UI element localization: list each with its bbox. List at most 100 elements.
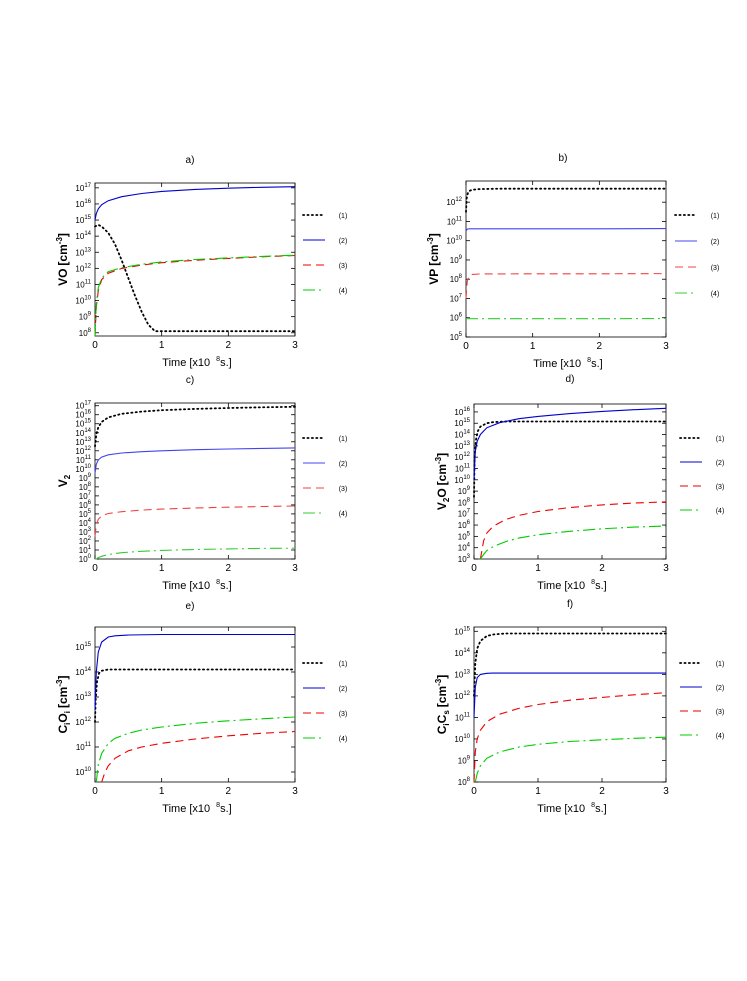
y-tick-label: 107 bbox=[458, 509, 471, 519]
series-line-1 bbox=[473, 632, 667, 697]
x-tick-label: 2 bbox=[226, 786, 232, 797]
panel-label: e) bbox=[186, 601, 195, 612]
series-line-1 bbox=[94, 405, 296, 448]
x-tick-label: 2 bbox=[226, 340, 232, 351]
x-tick-label: 1 bbox=[535, 563, 541, 574]
series-line-2 bbox=[94, 186, 296, 221]
y-tick-label: 109 bbox=[450, 255, 463, 265]
y-tick-label: 1014 bbox=[75, 428, 91, 438]
y-tick-label: 108 bbox=[79, 482, 92, 492]
legend-label: (2) bbox=[716, 460, 725, 467]
x-tick-label: 0 bbox=[92, 340, 98, 351]
series-line-2 bbox=[465, 228, 667, 232]
chart-panel-c: c) 0 1 2 3 1001011021031041051061071081091010… bbox=[56, 375, 347, 592]
y-axis-label: VO[cm-3] bbox=[55, 233, 70, 286]
legend-label: (2) bbox=[339, 686, 348, 693]
y-tick-label: 105 bbox=[458, 531, 471, 541]
series-line-4 bbox=[95, 547, 296, 560]
legend-label: (3) bbox=[339, 263, 348, 270]
legend-label: (4) bbox=[339, 736, 348, 743]
y-tick-label: 1011 bbox=[76, 742, 92, 752]
chart-panel-b: b) 0 1 2 3 105 106 107 108 109 1010 1011 1012 Time [x… bbox=[426, 153, 719, 370]
series-line-3 bbox=[101, 730, 296, 783]
y-tick-label: 109 bbox=[458, 486, 471, 496]
y-tick-label: 1012 bbox=[75, 263, 91, 273]
y-axis-label: VP[cm-3] bbox=[426, 233, 441, 284]
legend-label: (4) bbox=[716, 508, 725, 515]
series-line-1 bbox=[94, 668, 296, 723]
y-tick-label: 1010 bbox=[446, 236, 462, 246]
y-tick-label: 1014 bbox=[454, 430, 470, 440]
y-tick-label: 109 bbox=[79, 312, 92, 322]
y-tick-label: 1013 bbox=[75, 692, 91, 702]
panel-label: a) bbox=[186, 155, 195, 166]
y-tick-label: 1015 bbox=[454, 418, 470, 428]
x-tick-label: 2 bbox=[597, 341, 603, 352]
series-line-1 bbox=[94, 223, 296, 333]
x-tick-label: 0 bbox=[463, 341, 469, 352]
x-tick-label: 3 bbox=[663, 786, 669, 797]
series-line-2 bbox=[94, 447, 296, 474]
y-tick-label: 1013 bbox=[454, 669, 470, 679]
y-tick-label: 106 bbox=[79, 500, 92, 510]
chart-panel-d: d)0 1 2 31031041051061071081091010101110121… bbox=[434, 374, 724, 592]
x-tick-label: 1 bbox=[530, 341, 536, 352]
x-tick-label: 1 bbox=[535, 786, 541, 797]
legend-label: (4) bbox=[716, 733, 725, 740]
y-tick-label: 1012 bbox=[75, 717, 91, 727]
y-tick-label: 1015 bbox=[454, 626, 470, 636]
x-axis-label: Time [x10 8s.] bbox=[162, 356, 231, 369]
y-tick-label: 1016 bbox=[454, 407, 470, 417]
x-tick-label: 1 bbox=[159, 340, 165, 351]
series-line-4 bbox=[474, 736, 667, 783]
y-tick-label: 1011 bbox=[76, 455, 92, 465]
x-tick-label: 1 bbox=[159, 786, 165, 797]
x-tick-label: 3 bbox=[663, 563, 669, 574]
y-tick-label: 1011 bbox=[76, 279, 92, 289]
x-tick-label: 0 bbox=[92, 563, 98, 574]
x-tick-label: 3 bbox=[663, 341, 669, 352]
y-tick-label: 1016 bbox=[75, 410, 91, 420]
y-tick-label: 107 bbox=[450, 293, 463, 303]
legend-label: (2) bbox=[339, 461, 348, 468]
x-tick-label: 3 bbox=[292, 786, 298, 797]
series-line-3 bbox=[465, 273, 667, 299]
x-tick-label: 2 bbox=[599, 563, 605, 574]
legend-label: (1) bbox=[711, 213, 720, 220]
y-tick-label: 103 bbox=[458, 554, 471, 564]
series-line-2 bbox=[473, 407, 667, 480]
plot-frame bbox=[94, 626, 296, 783]
y-tick-label: 105 bbox=[450, 332, 463, 342]
y-axis-label: CiOi[cm-3] bbox=[55, 676, 72, 734]
x-tick-label: 0 bbox=[471, 786, 477, 797]
y-tick-label: 1010 bbox=[75, 296, 91, 306]
y-tick-label: 1010 bbox=[454, 475, 470, 485]
series-line-2 bbox=[94, 633, 295, 710]
y-tick-label: 109 bbox=[458, 755, 471, 765]
y-tick-label: 100 bbox=[79, 554, 92, 564]
x-tick-label: 3 bbox=[292, 340, 298, 351]
panel-label: b) bbox=[559, 153, 568, 164]
y-tick-label: 109 bbox=[79, 473, 92, 483]
y-tick-label: 1013 bbox=[75, 247, 91, 257]
series-line-3 bbox=[473, 692, 667, 783]
legend-label: (3) bbox=[339, 486, 348, 493]
x-axis-label: Time [x10 8s.] bbox=[533, 357, 602, 370]
panel-label: f) bbox=[567, 599, 573, 610]
x-tick-label: 1 bbox=[159, 563, 165, 574]
y-tick-label: 1010 bbox=[75, 767, 91, 777]
legend-label: (3) bbox=[716, 709, 725, 716]
x-tick-label: 2 bbox=[226, 563, 232, 574]
legend-label: (3) bbox=[711, 265, 720, 272]
x-tick-label: 0 bbox=[92, 786, 98, 797]
series-line-1 bbox=[465, 187, 667, 213]
panel-label: c) bbox=[186, 375, 194, 386]
y-tick-label: 108 bbox=[458, 497, 471, 507]
legend-label: (1) bbox=[339, 213, 348, 220]
y-tick-label: 1016 bbox=[75, 199, 91, 209]
legend-label: (2) bbox=[711, 239, 720, 246]
plot-frame bbox=[94, 402, 296, 560]
y-tick-label: 106 bbox=[458, 520, 471, 530]
chart-panel-f: f) 0 1 2 3 108 109 1010 1011 1012 1013 1014 1015 Time… bbox=[434, 599, 724, 815]
x-axis-label: Time [x10 8s.] bbox=[537, 579, 606, 592]
